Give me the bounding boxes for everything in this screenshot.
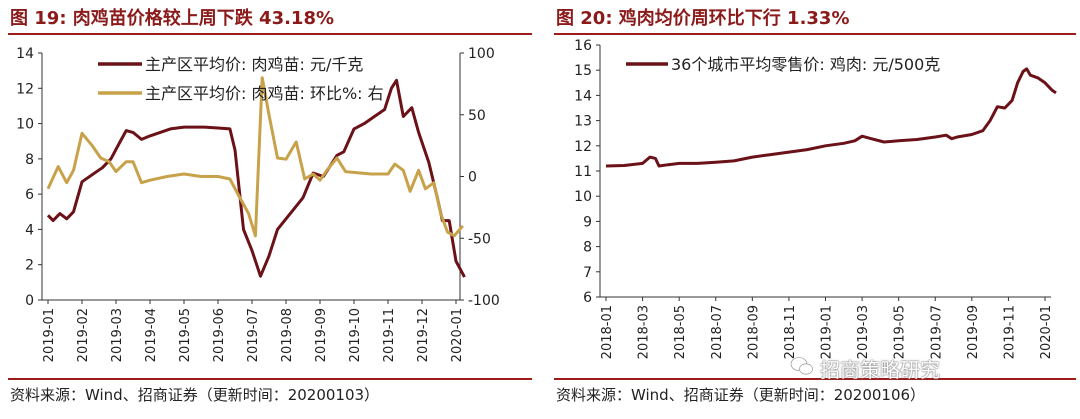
series-line-change: [46, 76, 464, 238]
left-chart-svg: 0 2 4 6 8 10 12 14 -100 -50 0 50 100 2019-01 2019-02 20…: [16, 46, 500, 362]
x-tick-label: 2019-12: [416, 308, 431, 362]
right-chart-title: 图 20: 鸡肉均价周环比下行 1.33%: [556, 8, 850, 29]
right-source-note: 资料来源：Wind、招商证券（更新时间：20200106）: [556, 386, 926, 404]
right-chart-svg: 6 7 8 9 10 11 12 13 14 15 16 2018-01 2018-03 2018-05 2…: [574, 38, 1057, 359]
y-tick-label: 13: [574, 114, 592, 130]
y-left-tick-label: 8: [25, 152, 34, 168]
wechat-icon: [790, 356, 813, 375]
y-tick-label: 7: [583, 265, 592, 281]
series-line-price: [46, 78, 466, 278]
x-tick-label: 2019-04: [144, 308, 159, 362]
legend-label: 36个城市平均零售价: 鸡肉: 元/500克: [671, 55, 940, 74]
x-tick-label: 2019-06: [212, 308, 227, 362]
x-tick-label: 2019-01: [42, 308, 57, 362]
left-source-rule: [8, 378, 532, 380]
x-tick-label: 2018-03: [637, 305, 652, 359]
x-tick-label: 2018-05: [673, 305, 688, 359]
series-line-chicken-price: [605, 67, 1057, 168]
y-tick-label: 6: [583, 290, 592, 306]
x-tick-label: 2018-07: [710, 305, 725, 359]
y-tick-label: 14: [574, 88, 592, 104]
x-tick-label: 2019-11: [382, 308, 397, 362]
left-chart-title: 图 19: 肉鸡苗价格较上周下跌 43.18%: [10, 8, 335, 29]
x-tick-label: 2019-07: [246, 308, 261, 362]
x-tick-label: 2018-11: [783, 305, 798, 359]
y-left-tick-label: 6: [25, 187, 34, 203]
y-tick-label: 9: [583, 214, 592, 230]
x-tick-label: 2019-03: [856, 305, 871, 359]
x-tick-label: 2019-08: [280, 308, 295, 362]
right-chart-panel: 图 20: 鸡肉均价周环比下行 1.33% 6 7 8 9 10 11 12 13 14 15 16…: [546, 0, 1080, 419]
y-left-tick-label: 10: [16, 117, 34, 133]
y-right-tick-label: 0: [468, 170, 477, 186]
left-title-rule: [8, 33, 532, 35]
y-right-tick-label: -100: [468, 293, 500, 309]
y-left-tick-label: 0: [25, 293, 34, 309]
left-chart-panel: 图 19: 肉鸡苗价格较上周下跌 43.18% 0 2 4 6 8 10 12 14 -100 -…: [0, 0, 536, 419]
y-left-tick-label: 4: [25, 222, 34, 238]
y-tick-label: 15: [574, 63, 592, 79]
x-tick-label: 2018-01: [600, 305, 615, 359]
y-left-tick-label: 12: [16, 81, 34, 97]
x-tick-label: 2019-01: [820, 305, 835, 359]
y-right-tick-label: 100: [468, 46, 495, 62]
y-tick-label: 16: [574, 38, 592, 54]
y-tick-label: 10: [574, 189, 592, 205]
y-right-tick-label: -50: [468, 231, 491, 247]
right-title-rule: [554, 33, 1076, 35]
y-right-tick-label: 50: [468, 108, 486, 124]
y-tick-label: 12: [574, 139, 592, 155]
x-tick-label: 2019-02: [76, 308, 91, 362]
left-source-note: 资料来源：Wind、招商证券（更新时间：20200103）: [10, 386, 380, 404]
right-source-rule: [554, 378, 1076, 380]
x-tick-label: 2020-01: [450, 308, 465, 362]
y-tick-label: 11: [574, 164, 592, 180]
x-tick-label: 2019-07: [929, 305, 944, 359]
x-tick-label: 2019-10: [348, 308, 363, 362]
x-tick-label: 2020-01: [1039, 305, 1054, 359]
legend-label: 主产区平均价: 肉鸡苗: 环比%: 右: [145, 84, 384, 103]
watermark-text: 招商策略研究: [820, 358, 940, 382]
x-tick-label: 2019-05: [178, 308, 193, 362]
x-tick-label: 2019-11: [1002, 305, 1017, 359]
y-tick-label: 8: [583, 240, 592, 256]
y-left-tick-label: 2: [25, 258, 34, 274]
x-tick-label: 2018-09: [746, 305, 761, 359]
x-tick-label: 2019-09: [966, 305, 981, 359]
x-tick-label: 2019-03: [110, 308, 125, 362]
x-tick-label: 2019-09: [314, 308, 329, 362]
x-tick-label: 2019-05: [893, 305, 908, 359]
y-left-tick-label: 14: [16, 46, 34, 62]
legend-label: 主产区平均价: 肉鸡苗: 元/千克: [145, 55, 363, 74]
